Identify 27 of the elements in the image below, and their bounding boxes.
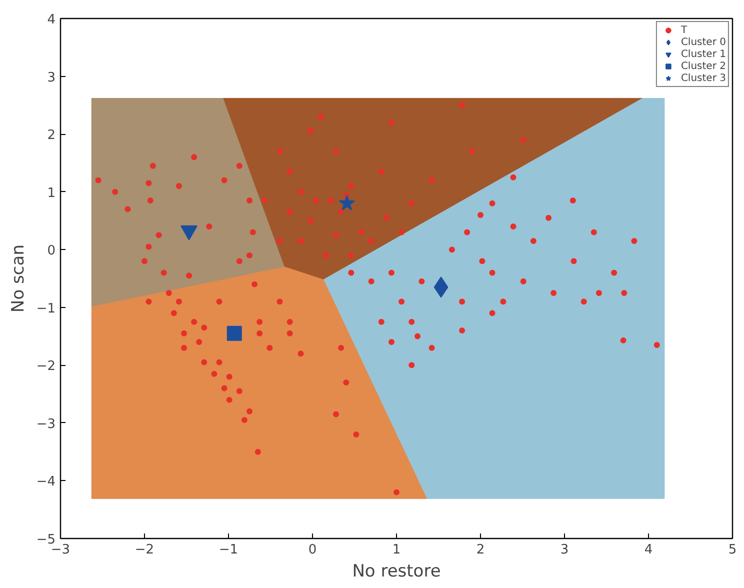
y-axis-title: No scan xyxy=(8,244,28,312)
y-tick-label: −4 xyxy=(36,474,56,490)
y-tick-label: 4 xyxy=(47,12,56,28)
x-tick-label: 1 xyxy=(392,542,401,558)
legend-label: Cluster 1 xyxy=(680,48,726,60)
x-tick-label: 4 xyxy=(644,542,653,558)
legend-label: Cluster 2 xyxy=(680,60,726,72)
y-tick-label: 3 xyxy=(47,70,56,86)
y-tick-label: −1 xyxy=(36,301,56,316)
x-tick-label: 5 xyxy=(728,542,737,558)
y-tick-label: 2 xyxy=(47,128,56,144)
y-tick-label: −5 xyxy=(36,532,56,548)
x-tick-label: 2 xyxy=(476,542,485,558)
y-tick-label: −2 xyxy=(36,359,56,374)
x-tick-label: −1 xyxy=(218,542,238,558)
point xyxy=(338,194,356,210)
y-tick-label: 0 xyxy=(47,244,56,259)
legend-label: Cluster 0 xyxy=(680,36,726,48)
x-tick-label: 3 xyxy=(560,542,569,558)
legend-label: T xyxy=(680,24,688,36)
x-tick-label: 0 xyxy=(308,542,317,558)
x-axis-title: No restore xyxy=(352,562,441,582)
point xyxy=(226,326,242,341)
legend-label: Cluster 3 xyxy=(680,72,726,84)
y-tick-label: 1 xyxy=(47,186,56,201)
x-tick-label: −2 xyxy=(134,542,154,558)
y-tick-label: −3 xyxy=(36,416,56,432)
